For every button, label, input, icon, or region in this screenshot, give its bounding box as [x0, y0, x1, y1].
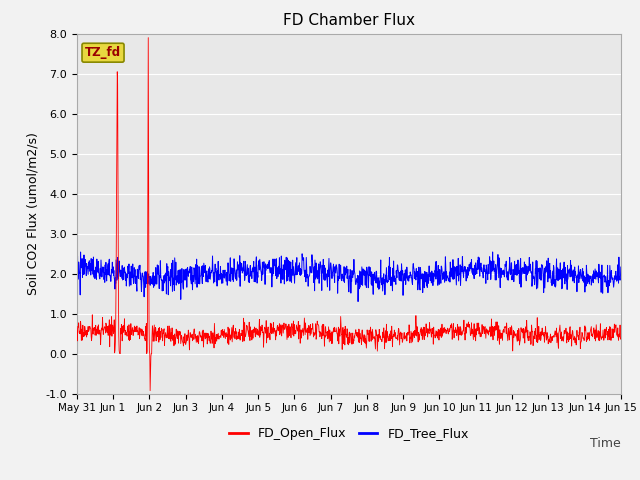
Y-axis label: Soil CO2 Flux (umol/m2/s): Soil CO2 Flux (umol/m2/s): [27, 132, 40, 295]
Text: TZ_fd: TZ_fd: [85, 46, 121, 59]
Legend: FD_Open_Flux, FD_Tree_Flux: FD_Open_Flux, FD_Tree_Flux: [224, 422, 474, 445]
Text: Time: Time: [590, 437, 621, 450]
Title: FD Chamber Flux: FD Chamber Flux: [283, 13, 415, 28]
